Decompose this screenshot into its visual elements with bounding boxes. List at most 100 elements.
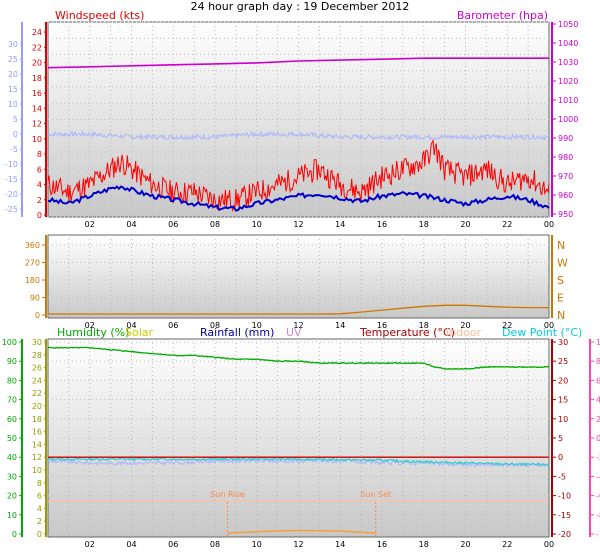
x-tick-label: 10 (252, 540, 262, 549)
windspeed-tick: 18 (32, 74, 42, 83)
temperature-tick: 0 (558, 453, 563, 462)
legend-rainfall: Rainfall (mm) (200, 326, 274, 339)
x-tick-label: 14 (335, 220, 345, 229)
humidity-tick: 30 (7, 472, 17, 481)
temperature-tick: 15 (8, 85, 18, 94)
windspeed-tick: 4 (37, 181, 42, 190)
solar-tick: 16 (32, 428, 42, 437)
humidity-tick: 100 (2, 338, 17, 347)
solar-tick: 18 (32, 415, 42, 424)
x-tick-label: 20 (460, 321, 470, 330)
humidity-temperature-panel (47, 338, 550, 538)
compass-tick: N (557, 309, 565, 322)
legend-uv: UV (286, 326, 302, 339)
temperature-tick: 10 (558, 415, 568, 424)
x-tick-label: 06 (168, 321, 178, 330)
compass-tick: N (557, 239, 565, 252)
dewpoint-tick: 4 (596, 396, 600, 405)
solar-tick: 14 (32, 440, 42, 449)
temperature-tick: 25 (8, 55, 18, 64)
barometer-tick: 970 (558, 172, 573, 181)
x-tick-label: 22 (502, 321, 512, 330)
windspeed-tick: 12 (32, 120, 42, 129)
wind-direction-panel (47, 234, 550, 319)
x-tick-label: 08 (210, 540, 220, 549)
solar-tick: 2 (37, 517, 42, 526)
x-tick-label: 18 (419, 220, 429, 229)
x-tick-label: 04 (126, 540, 136, 549)
barometer-tick: 960 (558, 191, 573, 200)
sunrise-label: Sun Rise (210, 490, 245, 499)
x-tick-label: 18 (419, 321, 429, 330)
humidity-tick: 70 (7, 396, 17, 405)
x-tick-label: 20 (460, 540, 470, 549)
dewpoint-tick: -8 (596, 511, 600, 520)
solar-tick: 0 (37, 530, 42, 539)
humidity-tick: 90 (7, 357, 17, 366)
wind-average-line (47, 185, 550, 212)
windspeed-tick: 20 (32, 59, 42, 68)
x-tick-label: 16 (377, 540, 387, 549)
temperature-tick: 30 (558, 338, 568, 347)
wind-direction-line (48, 304, 549, 315)
temperature-line (47, 130, 550, 141)
x-tick-label: 04 (126, 321, 136, 330)
temperature-tick: -5 (10, 145, 18, 154)
dewpoint-tick: -6 (596, 492, 600, 501)
x-tick-label: 08 (210, 321, 220, 330)
x-tick-label: 20 (460, 220, 470, 229)
dewpoint-tick: 10 (596, 338, 600, 347)
humidity-tick: 20 (7, 492, 17, 501)
barometer-tick: 1030 (558, 58, 578, 67)
solar-tick: 30 (32, 338, 42, 347)
solar-tick: 12 (32, 453, 42, 462)
dewpoint-tick: -10 (596, 530, 600, 539)
dewpoint-tick: -2 (596, 453, 600, 462)
humidity-tick: 40 (7, 453, 17, 462)
solar-tick: 4 (37, 504, 42, 513)
windspeed-tick: 6 (37, 165, 42, 174)
solar-tick: 10 (32, 466, 42, 475)
humidity-tick: 10 (7, 511, 17, 520)
dewpoint-tick: 6 (596, 376, 600, 385)
temperature-tick: -10 (558, 492, 571, 501)
solar-tick: 28 (32, 351, 42, 360)
temperature-tick: -25 (5, 205, 18, 214)
temperature-tick: -15 (558, 511, 571, 520)
temperature-tick: -15 (5, 175, 18, 184)
barometer-tick: 1020 (558, 77, 578, 86)
temperature-tick: 25 (558, 357, 568, 366)
x-tick-label: 22 (502, 540, 512, 549)
x-tick-label: 04 (126, 220, 136, 229)
dewpoint-tick: 2 (596, 415, 600, 424)
solar-tick: 26 (32, 364, 42, 373)
barometer-line (47, 57, 549, 69)
x-tick-label: 16 (377, 220, 387, 229)
x-tick-label: 00 (544, 220, 554, 229)
x-tick-label: 02 (85, 220, 95, 229)
temperature-tick: 10 (8, 100, 18, 109)
legend-indoor: Indoor (446, 326, 482, 339)
wind-gust-line (47, 139, 550, 213)
barometer-tick: 1050 (558, 20, 578, 29)
windspeed-tick: 8 (37, 150, 42, 159)
degree-tick: 360 (25, 241, 40, 250)
legend-dewpoint: Dew Point (°C) (502, 326, 582, 339)
air-temp-line (47, 457, 550, 469)
x-tick-label: 12 (293, 540, 303, 549)
x-tick-label: 06 (168, 220, 178, 229)
solar-tick: 20 (32, 402, 42, 411)
degree-tick: 180 (25, 276, 40, 285)
dewpoint-line (47, 456, 550, 467)
windspeed-tick: 16 (32, 89, 42, 98)
compass-tick: S (557, 274, 564, 287)
windspeed-tick: 24 (32, 28, 42, 37)
degree-tick: 0 (35, 311, 40, 320)
x-tick-label: 02 (85, 540, 95, 549)
humidity-tick: 50 (7, 434, 17, 443)
temperature-tick: 20 (558, 376, 568, 385)
legend-solar: Solar (125, 326, 154, 339)
plot-area (47, 234, 550, 319)
x-tick-label: 08 (210, 220, 220, 229)
solar-tick: 22 (32, 389, 42, 398)
